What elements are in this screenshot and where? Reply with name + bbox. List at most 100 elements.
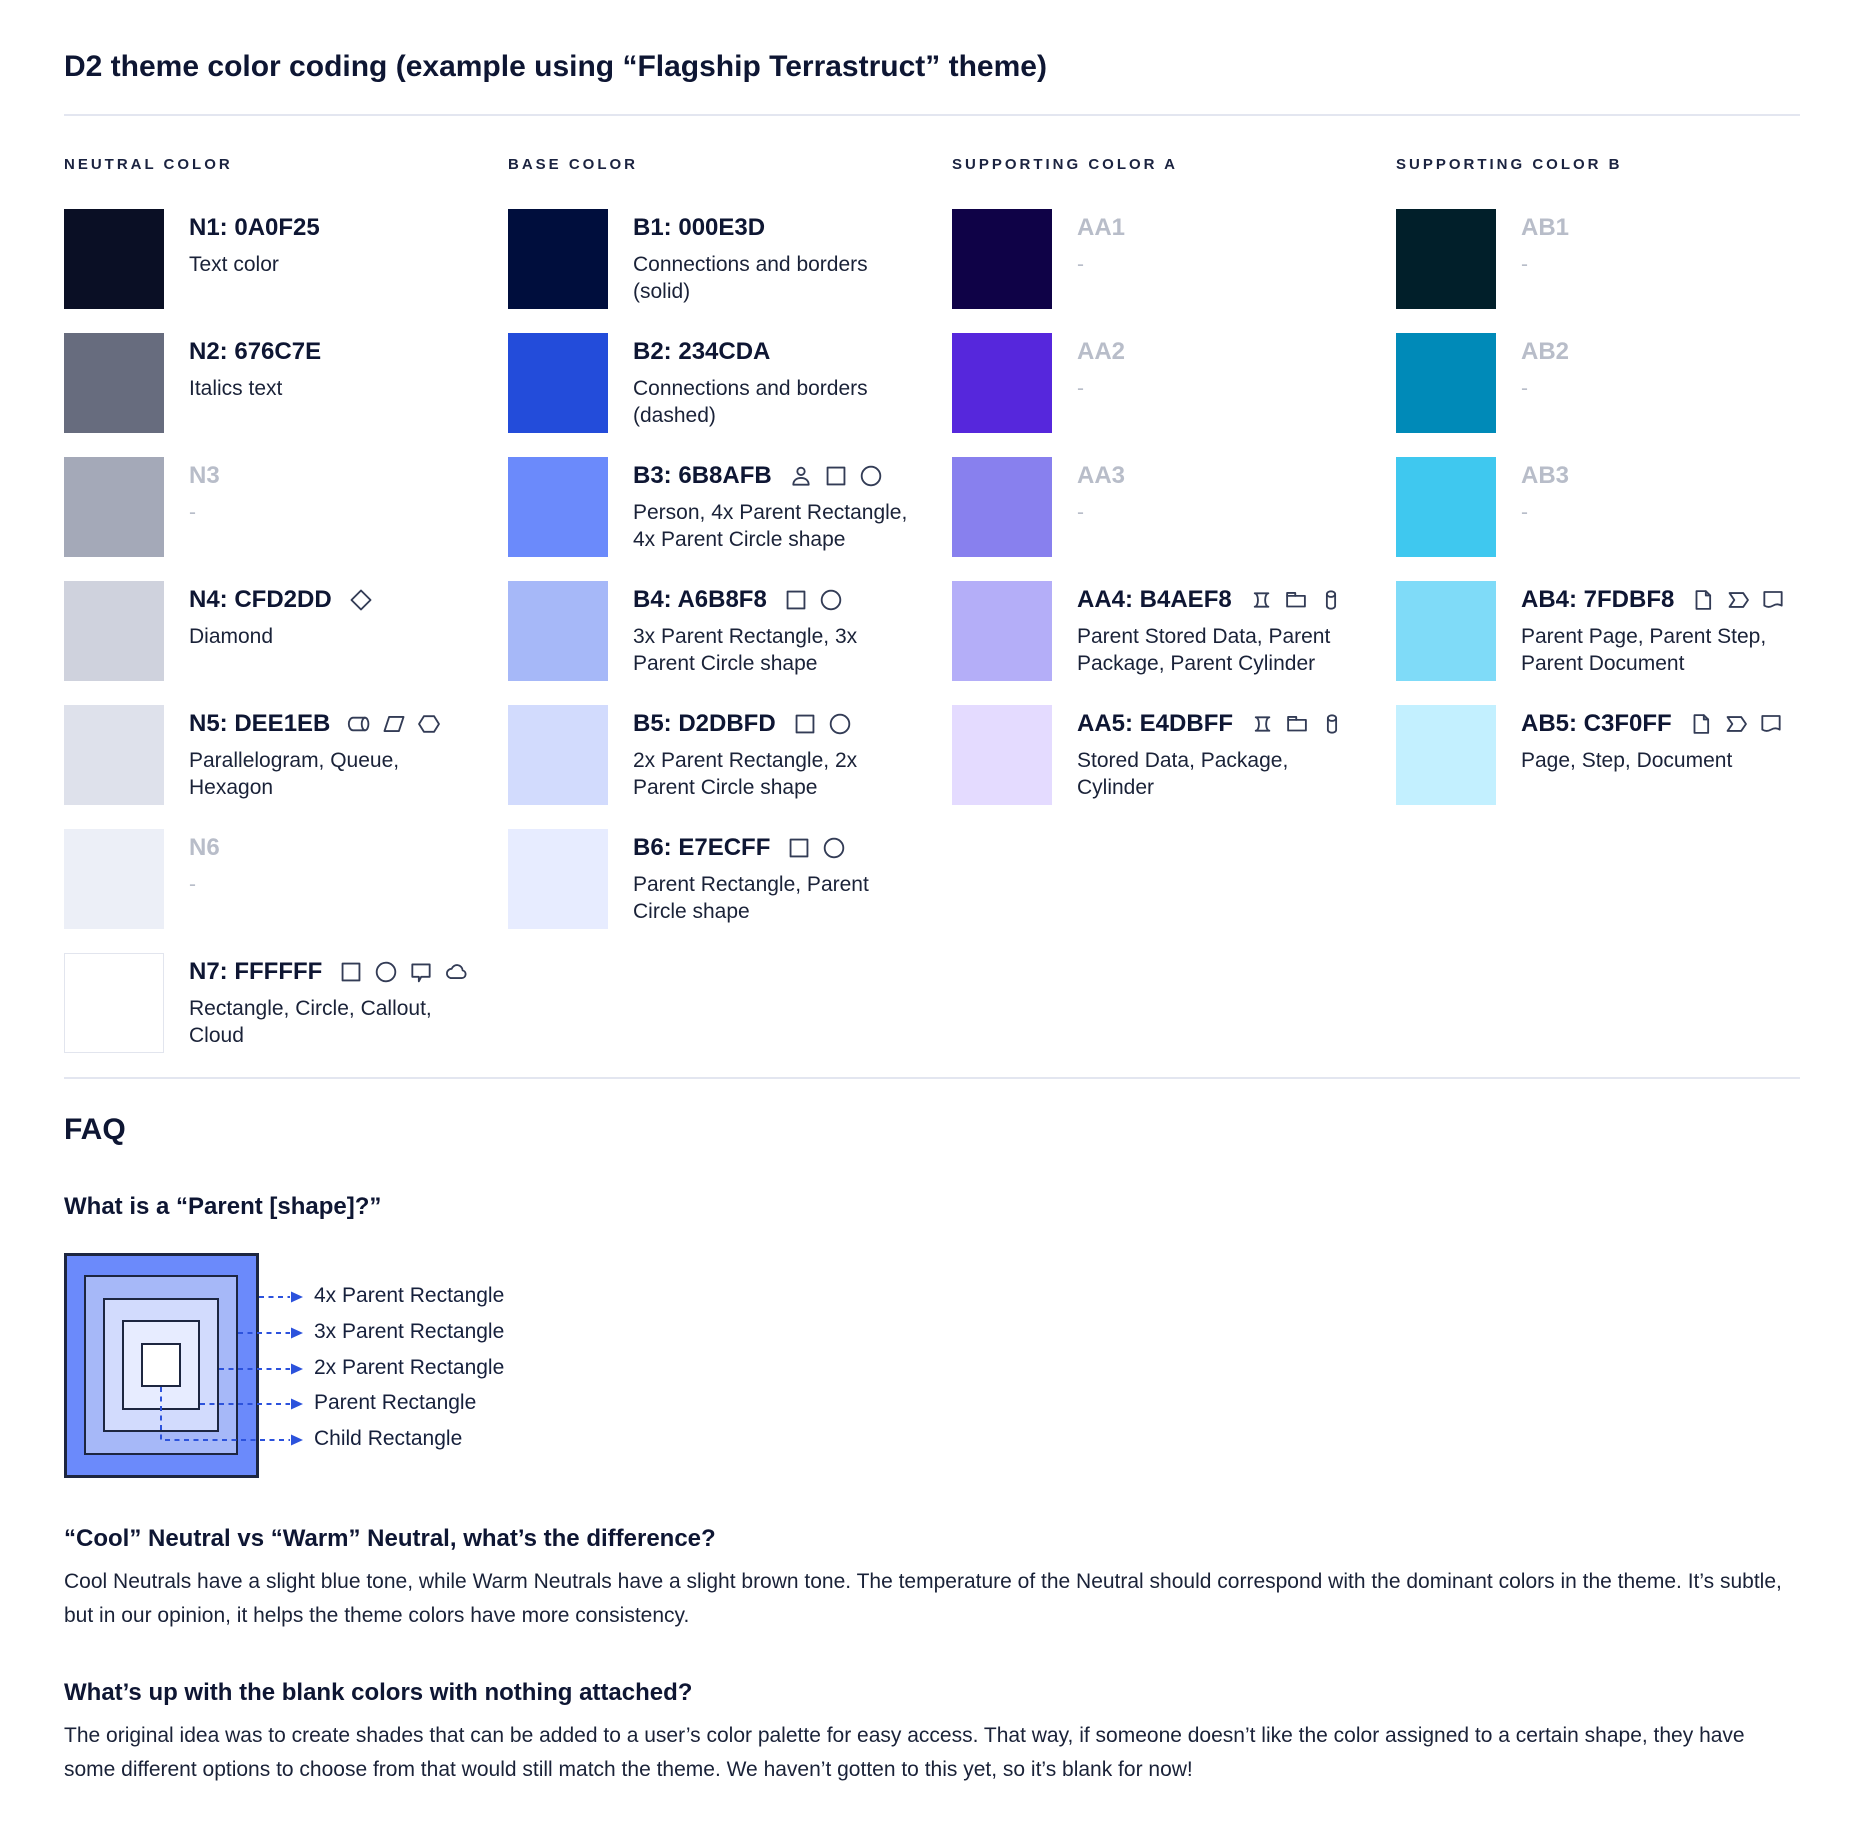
divider-top (64, 114, 1800, 116)
color-row: AA4: B4AEF8 Parent Stored Data, Parent Pa… (952, 581, 1396, 681)
faq-question-blank-colors: What’s up with the blank colors with not… (64, 1679, 693, 1707)
column-header: BASE COLOR (508, 156, 639, 173)
color-code: AB4: 7FDBF8 (1521, 586, 1675, 613)
circle-icon (818, 587, 844, 613)
color-usage-description: Parent Rectangle, Parent Circle shape (633, 873, 869, 924)
circle-icon (373, 959, 399, 985)
shape-icons (346, 711, 442, 737)
person-icon (788, 463, 814, 489)
faq-question-parent-shape: What is a “Parent [shape]?” (64, 1193, 382, 1220)
color-row: N3 - (64, 457, 508, 557)
color-usage-description: Parent Page, Parent Step, Parent Documen… (1521, 625, 1767, 676)
cloud-icon (443, 959, 469, 985)
color-row: N1: 0A0F25 Text color (64, 209, 508, 309)
color-usage-description: - (1521, 377, 1528, 400)
color-row: AB5: C3F0FF Page, Step, Document (1396, 705, 1808, 805)
rectangle-icon (823, 463, 849, 489)
queue-icon (346, 711, 372, 737)
shape-icons (792, 711, 853, 737)
shape-icons (783, 587, 844, 613)
color-swatch (64, 581, 164, 681)
document-icon (1760, 587, 1786, 613)
color-swatch (952, 209, 1052, 309)
shape-icons (338, 959, 469, 985)
color-usage-description: Person, 4x Parent Rectangle, 4x Parent C… (633, 501, 908, 552)
color-code: AB3 (1521, 462, 1570, 489)
shape-icons (786, 835, 847, 861)
callout-icon (408, 959, 434, 985)
diagram-label-3x-parent-rectangle: 3x Parent Rectangle (314, 1320, 505, 1343)
color-swatch (64, 209, 164, 309)
package-icon (1284, 711, 1310, 737)
color-row: AA5: E4DBFF Stored Data, Package, Cylinde… (952, 705, 1396, 805)
shape-icons (1690, 587, 1786, 613)
color-row: N4: CFD2DD Diamond (64, 581, 508, 681)
color-code: N3 (189, 462, 220, 489)
color-code: N4: CFD2DD (189, 586, 332, 613)
color-usage-description: Rectangle, Circle, Callout, Cloud (189, 997, 432, 1048)
shape-icons (348, 587, 374, 613)
color-usage-description: 2x Parent Rectangle, 2x Parent Circle sh… (633, 749, 858, 800)
color-usage-description: - (1521, 253, 1528, 276)
color-row: N2: 676C7E Italics text (64, 333, 508, 433)
color-usage-description: Connections and borders (dashed) (633, 377, 868, 428)
stored-data-icon (1248, 587, 1274, 613)
color-usage-description: - (1521, 501, 1528, 524)
faq-question-cool-vs-warm: “Cool” Neutral vs “Warm” Neutral, what’s… (64, 1525, 716, 1552)
color-usage-description: Parent Stored Data, Parent Package, Pare… (1077, 625, 1331, 676)
color-grid: NEUTRAL COLOR N1: 0A0F25 Text color N2: 676… (64, 156, 1800, 1077)
color-code: B3: 6B8AFB (633, 462, 772, 489)
color-usage-description: - (1077, 253, 1084, 276)
diagram-label-parent-rectangle: Parent Rectangle (314, 1391, 477, 1414)
color-column: SUPPORTING COLOR B AB1 - AB2 - AB3 - AB4: 7FDBF… (1396, 156, 1808, 1077)
faq-answer-blank-colors: The original idea was to create shades t… (64, 1724, 1745, 1782)
color-swatch (508, 333, 608, 433)
color-code: N7: FFFFFF (189, 958, 323, 985)
rectangle-icon (792, 711, 818, 737)
color-row: AB3 - (1396, 457, 1808, 557)
color-code: B6: E7ECFF (633, 834, 771, 861)
color-row: AB1 - (1396, 209, 1808, 309)
rectangle-icon (338, 959, 364, 985)
color-swatch (952, 333, 1052, 433)
shape-icons (1248, 587, 1344, 613)
color-row: B2: 234CDA Connections and borders (dashe… (508, 333, 952, 433)
color-row: B6: E7ECFF Parent Rectangle, Parent Circl… (508, 829, 952, 929)
color-row: AA1 - (952, 209, 1396, 309)
shape-icons (1249, 711, 1345, 737)
color-row: AB2 - (1396, 333, 1808, 433)
color-row: AA3 - (952, 457, 1396, 557)
color-row: B4: A6B8F8 3x Parent Rectangle, 3x Parent… (508, 581, 952, 681)
circle-icon (827, 711, 853, 737)
color-swatch (508, 829, 608, 929)
color-swatch (1396, 705, 1496, 805)
color-row: N5: DEE1EB Parallelogram, Queue, Hexagon (64, 705, 508, 805)
color-swatch (508, 581, 608, 681)
color-usage-description: - (1077, 501, 1084, 524)
page-icon (1690, 587, 1716, 613)
nested-square-child (141, 1343, 181, 1387)
color-usage-description: - (1077, 377, 1084, 400)
color-usage-description: - (189, 501, 196, 524)
diagram-label-4x-parent-rectangle: 4x Parent Rectangle (314, 1284, 505, 1307)
color-code: AA1 (1077, 214, 1126, 241)
color-usage-description: 3x Parent Rectangle, 3x Parent Circle sh… (633, 625, 858, 676)
circle-icon (821, 835, 847, 861)
cylinder-icon (1318, 587, 1344, 613)
cylinder-icon (1319, 711, 1345, 737)
color-usage-description: Text color (189, 253, 279, 276)
color-code: AA4: B4AEF8 (1077, 586, 1232, 613)
color-swatch (64, 333, 164, 433)
color-swatch (1396, 457, 1496, 557)
diamond-icon (348, 587, 374, 613)
color-swatch (508, 705, 608, 805)
color-row: B5: D2DBFD 2x Parent Rectangle, 2x Parent… (508, 705, 952, 805)
color-code: AB5: C3F0FF (1521, 710, 1672, 737)
color-column: NEUTRAL COLOR N1: 0A0F25 Text color N2: 676… (64, 156, 508, 1077)
color-row: N6 - (64, 829, 508, 929)
color-usage-description: Diamond (189, 625, 274, 648)
color-usage-description: Connections and borders (solid) (633, 253, 868, 304)
faq-answer-cool-vs-warm: Cool Neutrals have a slight blue tone, w… (64, 1570, 1782, 1628)
color-swatch (508, 457, 608, 557)
